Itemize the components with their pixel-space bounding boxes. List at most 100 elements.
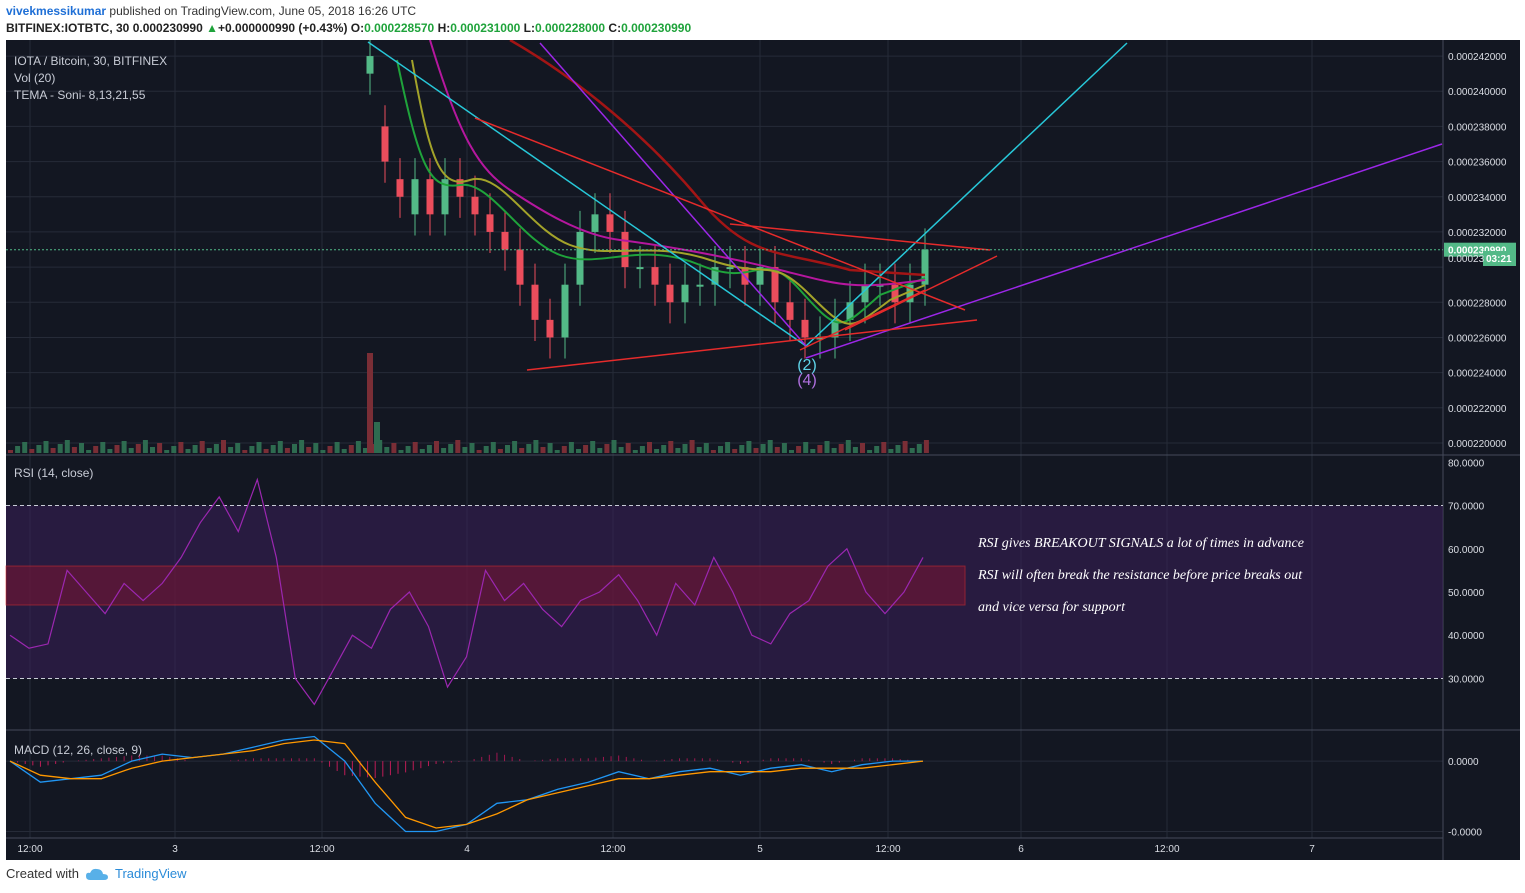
volume-bar bbox=[867, 450, 873, 453]
volume-bar bbox=[192, 445, 198, 453]
volume-bar bbox=[157, 443, 163, 453]
change-text: +0.000000990 (+0.43%) bbox=[218, 21, 348, 35]
volume-bar bbox=[199, 441, 205, 453]
candle-body bbox=[651, 267, 659, 285]
time-tick-label: 4 bbox=[464, 844, 470, 855]
open-value: 0.000228570 bbox=[364, 21, 435, 35]
price-tick-label: 0.000232000 bbox=[1448, 228, 1507, 239]
volume-bar bbox=[185, 449, 191, 453]
candle-body bbox=[831, 319, 839, 338]
volume-bars bbox=[8, 353, 929, 453]
volume-bar bbox=[299, 440, 305, 453]
volume-bar bbox=[682, 444, 688, 453]
volume-bar bbox=[341, 449, 347, 453]
candle-body bbox=[711, 267, 719, 285]
chart-canvas[interactable]: (2) (4) IOTA / Bitcoin, 30, BITFINEX Vol… bbox=[0, 40, 1525, 860]
trendline-red-sup bbox=[526, 319, 978, 371]
volume-bar bbox=[374, 422, 380, 453]
volume-bar bbox=[178, 442, 184, 453]
volume-bar bbox=[725, 442, 731, 453]
volume-bar bbox=[367, 353, 373, 453]
rsi-tick-label: 50.0000 bbox=[1448, 588, 1485, 599]
tema-title: TEMA - Soni- 8,13,21,55 bbox=[14, 88, 146, 102]
volume-bar bbox=[590, 441, 596, 453]
volume-bar bbox=[746, 441, 752, 453]
volume-bar bbox=[817, 445, 823, 453]
volume-bar bbox=[540, 447, 546, 453]
volume-bar bbox=[121, 441, 127, 453]
volume-bar bbox=[838, 444, 844, 453]
volume-bar bbox=[263, 449, 269, 453]
volume-bar bbox=[796, 446, 802, 453]
volume-bar bbox=[583, 445, 589, 453]
annotation-2: RSI will often break the resistance befo… bbox=[977, 568, 1303, 583]
volume-bar bbox=[171, 446, 177, 453]
price-tick-label: 0.000242000 bbox=[1448, 52, 1507, 63]
symbol-text: BITFINEX:IOTBTC, 30 bbox=[6, 21, 130, 35]
author-link[interactable]: vivekmessikumar bbox=[6, 4, 107, 18]
volume-bar bbox=[79, 443, 84, 453]
price-tick-label: 0.000238000 bbox=[1448, 122, 1507, 133]
volume-bar bbox=[391, 443, 397, 453]
price-tick-label: 0.000226000 bbox=[1448, 333, 1507, 344]
wave-label-4: (4) bbox=[797, 372, 817, 389]
candle-body bbox=[786, 302, 794, 320]
candle-body bbox=[771, 267, 779, 303]
volume-bar bbox=[448, 444, 454, 453]
macd-axis: 0.0000 -0.0000 bbox=[1448, 757, 1482, 838]
volume-bar bbox=[597, 448, 603, 453]
rsi-tick-label: 60.0000 bbox=[1448, 545, 1485, 556]
volume-bar bbox=[284, 448, 290, 453]
last-price-text: 0.000230990 bbox=[132, 21, 203, 35]
volume-bar bbox=[824, 441, 830, 453]
volume-bar bbox=[334, 442, 340, 453]
volume-bar bbox=[774, 447, 780, 453]
candle-body bbox=[381, 126, 389, 162]
time-tick-label: 12:00 bbox=[875, 844, 900, 855]
volume-bar bbox=[639, 446, 645, 453]
candle-body bbox=[861, 284, 869, 303]
volume-bar bbox=[654, 449, 660, 453]
volume-bar bbox=[696, 447, 702, 453]
volume-bar bbox=[497, 449, 503, 453]
volume-bar bbox=[916, 444, 922, 453]
countdown-badge bbox=[1483, 251, 1516, 266]
volume-bar bbox=[703, 443, 709, 453]
volume-bar bbox=[561, 446, 567, 453]
candle-body bbox=[471, 196, 479, 215]
price-tick-label: 0.000228000 bbox=[1448, 298, 1507, 309]
rsi-tick-label: 40.0000 bbox=[1448, 631, 1485, 642]
volume-bar bbox=[732, 449, 738, 453]
volume-bar bbox=[874, 446, 880, 453]
time-tick-label: 5 bbox=[757, 844, 763, 855]
signal-line bbox=[9, 739, 924, 829]
volume-bar bbox=[710, 450, 716, 453]
volume-bar bbox=[533, 440, 539, 453]
candle-body bbox=[621, 231, 629, 268]
volume-bar bbox=[50, 448, 56, 453]
volume-bar bbox=[576, 449, 581, 453]
candle-body bbox=[696, 284, 704, 287]
candle-body bbox=[906, 284, 914, 303]
up-arrow-icon: ▲ bbox=[206, 21, 218, 35]
close-label: C: bbox=[608, 21, 622, 35]
volume-bar bbox=[888, 449, 894, 453]
trendline-purple-up bbox=[805, 143, 1443, 359]
open-label: O: bbox=[350, 21, 365, 35]
rsi-title: RSI (14, close) bbox=[14, 466, 93, 480]
volume-bar bbox=[618, 447, 624, 453]
countdown-text: 03:21 bbox=[1486, 254, 1512, 265]
tradingview-link[interactable]: TradingView bbox=[114, 866, 187, 881]
candle-body bbox=[546, 319, 554, 338]
volume-bar bbox=[128, 448, 134, 453]
volume-bar bbox=[441, 448, 447, 453]
volume-bar bbox=[803, 442, 809, 453]
volume-bar bbox=[526, 444, 532, 453]
trendline-red-tri-top bbox=[729, 223, 991, 251]
candle-body bbox=[531, 284, 539, 320]
volume-bar bbox=[483, 446, 489, 453]
volume-bar bbox=[277, 441, 283, 453]
volume-bar bbox=[852, 447, 858, 453]
volume-bar bbox=[689, 440, 695, 453]
candle-body bbox=[756, 267, 764, 285]
